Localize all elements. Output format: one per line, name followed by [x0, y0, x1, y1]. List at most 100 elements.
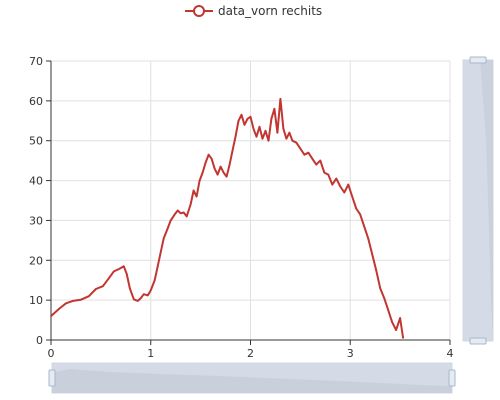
data-point: [402, 337, 404, 339]
axes: [46, 60, 451, 345]
y-tick-label: 60: [29, 95, 43, 108]
data-point: [279, 98, 282, 100]
data-point: [395, 329, 397, 331]
y-tick-label: 70: [29, 55, 43, 68]
data-point: [359, 213, 362, 216]
data-point: [102, 285, 104, 288]
data-point: [95, 288, 97, 290]
data-point: [88, 295, 90, 298]
data-point: [267, 139, 270, 142]
data-point: [264, 130, 267, 132]
data-point: [252, 128, 255, 130]
y-tick-label: 20: [29, 254, 43, 267]
data-point: [65, 302, 67, 305]
data-point: [243, 124, 246, 126]
data-point: [143, 293, 145, 296]
data-point: [179, 212, 182, 215]
data-point: [137, 300, 139, 302]
data-point: [204, 161, 207, 164]
data-point: [147, 294, 149, 297]
data-point: [216, 173, 219, 176]
data-point: [273, 108, 276, 110]
data-point: [150, 289, 152, 292]
data-point: [156, 265, 159, 268]
data-point: [315, 163, 318, 166]
x-tick-label: 3: [347, 347, 354, 360]
legend[interactable]: data_vorn rechits: [185, 4, 322, 18]
data-point: [249, 116, 252, 118]
data-point: [379, 287, 382, 290]
data-point: [213, 167, 216, 170]
data-point: [355, 207, 358, 210]
data-point: [311, 157, 314, 160]
data-point: [246, 118, 249, 120]
y-tick-label: 10: [29, 294, 43, 307]
data-point: [347, 183, 350, 186]
data-point: [80, 298, 82, 301]
data-point: [240, 114, 243, 116]
data-point: [343, 191, 346, 194]
data-point: [159, 251, 162, 254]
x-zoom-preview-shadow: [52, 369, 452, 393]
x-zoom-right-handle[interactable]: [448, 369, 456, 387]
x-zoom-left-handle[interactable]: [48, 369, 56, 387]
data-point: [225, 175, 228, 178]
data-point: [195, 195, 198, 198]
data-point: [133, 298, 135, 301]
data-point: [295, 141, 298, 144]
data-point: [234, 135, 237, 138]
data-point: [282, 128, 285, 130]
data-point: [176, 209, 179, 212]
data-point: [162, 237, 165, 240]
data-point: [276, 131, 279, 134]
data-point: [327, 173, 330, 176]
data-point: [169, 219, 172, 222]
data-point: [123, 265, 125, 268]
data-point: [118, 268, 120, 270]
y-zoom-bottom-handle[interactable]: [469, 337, 487, 345]
grid: [51, 60, 451, 340]
data-point: [319, 159, 322, 162]
data-point: [339, 185, 342, 188]
data-point: [299, 147, 302, 150]
x-tick-label: 2: [247, 347, 254, 360]
y-zoom-top-handle[interactable]: [469, 56, 487, 64]
legend-series-label: data_vorn rechits: [218, 4, 322, 18]
data-point: [219, 165, 222, 168]
data-point: [255, 135, 258, 138]
data-point: [182, 211, 185, 214]
x-data-zoom-slider[interactable]: [48, 362, 456, 394]
data-point: [58, 308, 60, 310]
x-tick-label: 4: [447, 347, 454, 360]
data-point: [207, 153, 210, 156]
data-point: [335, 177, 338, 180]
data-point: [189, 203, 192, 206]
y-tick-label: 40: [29, 175, 43, 188]
y-zoom-preview-shadow: [480, 60, 493, 341]
y-data-zoom-slider[interactable]: [462, 56, 494, 345]
data-point: [288, 131, 291, 134]
data-point: [192, 189, 195, 192]
data-point: [391, 321, 393, 323]
series-layer: [50, 97, 405, 339]
data-point: [307, 151, 310, 154]
data-point: [351, 195, 354, 198]
data-point: [108, 277, 110, 280]
data-point: [261, 137, 264, 140]
data-point: [258, 126, 261, 128]
data-point: [185, 215, 188, 218]
data-point: [270, 118, 273, 120]
data-point: [228, 163, 231, 166]
data-point: [323, 171, 326, 174]
data-point: [285, 137, 288, 140]
y-tick-label: 0: [36, 334, 43, 347]
x-tick-label: 0: [48, 347, 55, 360]
data-point: [129, 287, 131, 290]
data-point: [231, 149, 234, 152]
data-point: [113, 270, 115, 273]
data-point: [210, 157, 213, 160]
data-point: [367, 237, 370, 240]
data-point: [140, 297, 142, 299]
x-tick-label: 1: [147, 347, 154, 360]
